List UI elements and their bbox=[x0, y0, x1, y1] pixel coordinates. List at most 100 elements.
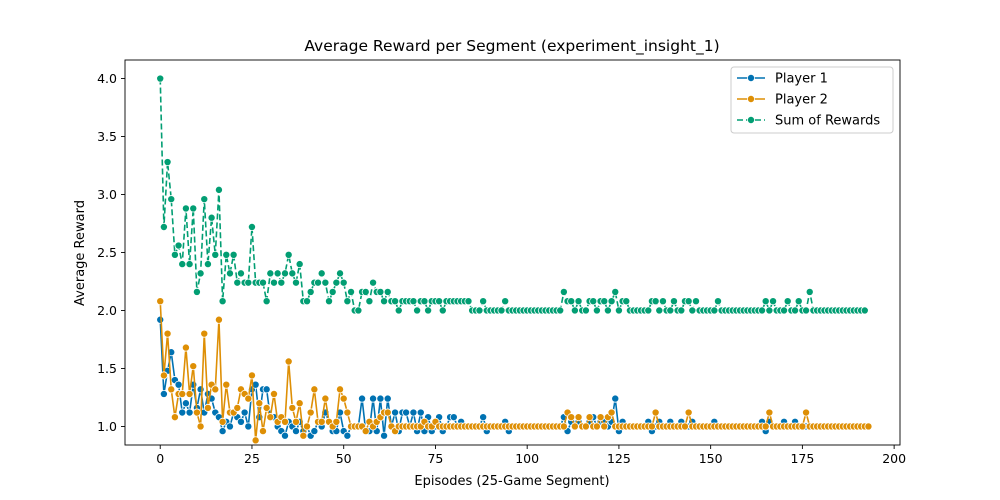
data-point-player-2 bbox=[156, 297, 165, 306]
data-point-sum-of-rewards bbox=[280, 269, 289, 278]
y-tick-label: 4.0 bbox=[97, 71, 117, 86]
data-point-player-2 bbox=[798, 422, 807, 431]
data-point-sum-of-rewards bbox=[336, 269, 345, 278]
data-point-player-2 bbox=[214, 315, 223, 324]
data-point-player-2 bbox=[574, 413, 583, 422]
data-point-sum-of-rewards bbox=[435, 297, 444, 306]
data-point-sum-of-rewards bbox=[600, 297, 609, 306]
data-point-player-2 bbox=[336, 385, 345, 394]
data-point-player-2 bbox=[802, 408, 811, 417]
data-point-sum-of-rewards bbox=[611, 287, 620, 296]
data-point-player-1 bbox=[159, 389, 168, 398]
data-point-player-2 bbox=[761, 422, 770, 431]
data-point-player-1 bbox=[391, 408, 400, 417]
data-point-player-1 bbox=[262, 385, 271, 394]
data-point-sum-of-rewards bbox=[501, 297, 510, 306]
data-point-sum-of-rewards bbox=[666, 306, 675, 315]
data-point-sum-of-rewards bbox=[189, 204, 198, 213]
data-point-player-2 bbox=[203, 403, 212, 412]
data-point-sum-of-rewards bbox=[266, 269, 275, 278]
data-point-sum-of-rewards bbox=[574, 297, 583, 306]
data-point-sum-of-rewards bbox=[479, 297, 488, 306]
data-point-player-2 bbox=[310, 385, 319, 394]
data-point-player-1 bbox=[358, 394, 367, 403]
data-point-sum-of-rewards bbox=[347, 287, 356, 296]
data-point-sum-of-rewards bbox=[413, 306, 422, 315]
data-point-player-1 bbox=[409, 408, 418, 417]
data-point-sum-of-rewards bbox=[383, 287, 392, 296]
data-point-sum-of-rewards bbox=[369, 278, 378, 287]
data-point-sum-of-rewards bbox=[156, 74, 165, 83]
data-point-sum-of-rewards bbox=[394, 306, 403, 315]
data-point-player-2 bbox=[343, 408, 352, 417]
x-tick-label: 175 bbox=[790, 451, 814, 466]
data-point-sum-of-rewards bbox=[247, 222, 256, 231]
x-tick-label: 125 bbox=[607, 451, 631, 466]
data-point-player-2 bbox=[680, 422, 689, 431]
data-point-player-2 bbox=[247, 371, 256, 380]
data-point-sum-of-rewards bbox=[592, 306, 601, 315]
data-point-sum-of-rewards bbox=[769, 297, 778, 306]
data-point-sum-of-rewards bbox=[603, 306, 612, 315]
data-point-sum-of-rewards bbox=[185, 260, 194, 269]
data-point-sum-of-rewards bbox=[420, 297, 429, 306]
data-point-sum-of-rewards bbox=[424, 306, 433, 315]
data-point-player-1 bbox=[181, 399, 190, 408]
data-point-sum-of-rewards bbox=[325, 297, 334, 306]
data-point-sum-of-rewards bbox=[783, 297, 792, 306]
data-point-sum-of-rewards bbox=[761, 297, 770, 306]
data-point-sum-of-rewards bbox=[174, 241, 183, 250]
data-point-player-2 bbox=[383, 408, 392, 417]
data-point-player-1 bbox=[383, 394, 392, 403]
data-point-sum-of-rewards bbox=[651, 297, 660, 306]
data-point-player-2 bbox=[339, 394, 348, 403]
data-point-sum-of-rewards bbox=[167, 195, 176, 204]
data-point-player-2 bbox=[332, 417, 341, 426]
data-point-player-2 bbox=[317, 417, 326, 426]
data-point-sum-of-rewards bbox=[273, 269, 282, 278]
data-point-player-2 bbox=[167, 385, 176, 394]
y-tick-label: 3.5 bbox=[97, 129, 117, 144]
data-point-sum-of-rewards bbox=[791, 306, 800, 315]
data-point-player-2 bbox=[295, 399, 304, 408]
data-point-sum-of-rewards bbox=[306, 287, 315, 296]
data-point-player-1 bbox=[449, 413, 458, 422]
x-axis-label: Episodes (25-Game Segment) bbox=[414, 474, 609, 489]
data-point-sum-of-rewards bbox=[214, 185, 223, 194]
data-point-sum-of-rewards bbox=[321, 278, 330, 287]
data-point-player-2 bbox=[192, 408, 201, 417]
data-point-player-1 bbox=[178, 408, 187, 417]
data-point-sum-of-rewards bbox=[354, 306, 363, 315]
data-point-player-2 bbox=[178, 389, 187, 398]
data-point-sum-of-rewards bbox=[284, 250, 293, 259]
data-point-sum-of-rewards bbox=[556, 306, 565, 315]
data-point-player-2 bbox=[651, 408, 660, 417]
data-point-sum-of-rewards bbox=[343, 297, 352, 306]
data-point-player-2 bbox=[592, 422, 601, 431]
data-point-sum-of-rewards bbox=[288, 269, 297, 278]
data-point-sum-of-rewards bbox=[207, 213, 216, 222]
data-point-sum-of-rewards bbox=[691, 297, 700, 306]
data-point-sum-of-rewards bbox=[655, 306, 664, 315]
data-point-sum-of-rewards bbox=[475, 306, 484, 315]
data-point-player-2 bbox=[218, 417, 227, 426]
y-tick-label: 2.5 bbox=[97, 245, 117, 260]
data-point-sum-of-rewards bbox=[277, 278, 286, 287]
data-point-sum-of-rewards bbox=[497, 306, 506, 315]
data-point-player-2 bbox=[258, 427, 267, 436]
data-point-player-2 bbox=[244, 394, 253, 403]
legend-marker-player-2 bbox=[747, 95, 756, 104]
data-point-sum-of-rewards bbox=[317, 269, 326, 278]
data-point-sum-of-rewards bbox=[802, 306, 811, 315]
data-point-player-1 bbox=[402, 408, 411, 417]
data-point-sum-of-rewards bbox=[328, 287, 337, 296]
legend-label-sum-of-rewards: Sum of Rewards bbox=[775, 114, 880, 129]
data-point-player-1 bbox=[218, 427, 227, 436]
data-point-player-1 bbox=[343, 431, 352, 440]
legend-marker-player-1 bbox=[747, 74, 756, 83]
data-point-sum-of-rewards bbox=[361, 287, 370, 296]
legend-marker-sum-of-rewards bbox=[747, 116, 756, 125]
x-tick-label: 200 bbox=[882, 451, 906, 466]
data-point-player-1 bbox=[196, 385, 205, 394]
data-point-player-2 bbox=[163, 329, 172, 338]
